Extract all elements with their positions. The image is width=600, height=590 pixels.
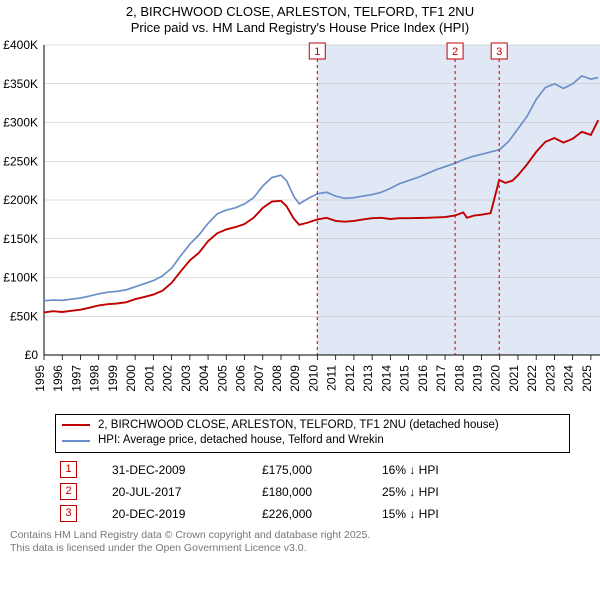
license-footer: Contains HM Land Registry data © Crown c… (10, 529, 590, 555)
svg-text:2010: 2010 (306, 364, 320, 391)
svg-text:1997: 1997 (69, 364, 83, 391)
legend-row-price-paid: 2, BIRCHWOOD CLOSE, ARLESTON, TELFORD, T… (62, 418, 563, 434)
svg-text:2015: 2015 (398, 364, 412, 391)
svg-text:2013: 2013 (361, 364, 375, 391)
marker-delta-3: 15% ↓ HPI (382, 507, 439, 521)
legend-row-hpi: HPI: Average price, detached house, Telf… (62, 433, 563, 449)
svg-text:2008: 2008 (270, 364, 284, 391)
legend-swatch-hpi (62, 440, 90, 442)
svg-text:3: 3 (496, 46, 502, 58)
marker-row-2: 2 20-JUL-2017 £180,000 25% ↓ HPI (60, 481, 600, 503)
marker-badge-2: 2 (60, 483, 77, 500)
legend-label-price-paid: 2, BIRCHWOOD CLOSE, ARLESTON, TELFORD, T… (98, 418, 499, 434)
svg-text:2014: 2014 (379, 364, 393, 391)
marker-badge-3: 3 (60, 505, 77, 522)
svg-text:2002: 2002 (161, 364, 175, 391)
svg-text:2019: 2019 (471, 364, 485, 391)
svg-text:1998: 1998 (88, 364, 102, 391)
svg-text:2023: 2023 (543, 364, 557, 391)
svg-text:2011: 2011 (325, 364, 339, 390)
svg-text:2005: 2005 (215, 364, 229, 391)
svg-text:2025: 2025 (580, 364, 594, 391)
svg-text:£100K: £100K (3, 270, 38, 284)
marker-delta-1: 16% ↓ HPI (382, 463, 439, 477)
marker-price-3: £226,000 (262, 507, 382, 521)
marker-table: 1 31-DEC-2009 £175,000 16% ↓ HPI 2 20-JU… (60, 459, 600, 525)
svg-text:2020: 2020 (489, 364, 503, 391)
chart-area: £0 £50K £100K £150K £200K £250K £300K £350K £400… (0, 37, 600, 410)
svg-text:2000: 2000 (124, 364, 138, 391)
svg-text:1999: 1999 (106, 364, 120, 391)
svg-text:2007: 2007 (252, 364, 266, 391)
marker-date-1: 31-DEC-2009 (112, 463, 262, 477)
svg-text:1996: 1996 (51, 364, 65, 391)
chart-legend: 2, BIRCHWOOD CLOSE, ARLESTON, TELFORD, T… (55, 414, 570, 453)
footer-line-1: Contains HM Land Registry data © Crown c… (10, 529, 590, 542)
marker-price-2: £180,000 (262, 485, 382, 499)
svg-text:£300K: £300K (3, 115, 38, 129)
svg-text:2003: 2003 (179, 364, 193, 391)
svg-text:£350K: £350K (3, 76, 38, 90)
svg-text:£0: £0 (25, 348, 39, 362)
page-root: 2, BIRCHWOOD CLOSE, ARLESTON, TELFORD, T… (0, 0, 600, 590)
svg-text:2012: 2012 (343, 364, 357, 391)
title-line-1: 2, BIRCHWOOD CLOSE, ARLESTON, TELFORD, T… (0, 4, 600, 20)
marker-row-3: 3 20-DEC-2019 £226,000 15% ↓ HPI (60, 503, 600, 525)
price-chart: £0 £50K £100K £150K £200K £250K £300K £350K £400… (0, 37, 600, 407)
legend-swatch-price-paid (62, 424, 90, 426)
svg-text:2022: 2022 (525, 364, 539, 391)
svg-text:1995: 1995 (33, 364, 47, 391)
svg-text:1: 1 (314, 46, 320, 58)
svg-text:£150K: £150K (3, 231, 38, 245)
marker-date-3: 20-DEC-2019 (112, 507, 262, 521)
svg-text:£400K: £400K (3, 38, 38, 52)
svg-text:2006: 2006 (234, 364, 248, 391)
marker-date-2: 20-JUL-2017 (112, 485, 262, 499)
svg-text:2021: 2021 (507, 364, 521, 391)
footer-line-2: This data is licensed under the Open Gov… (10, 542, 590, 555)
chart-titles: 2, BIRCHWOOD CLOSE, ARLESTON, TELFORD, T… (0, 0, 600, 37)
svg-text:2017: 2017 (434, 364, 448, 391)
svg-text:2001: 2001 (142, 364, 156, 391)
marker-badge-1: 1 (60, 461, 77, 478)
svg-text:2004: 2004 (197, 364, 211, 391)
svg-text:2: 2 (452, 46, 458, 58)
marker-delta-2: 25% ↓ HPI (382, 485, 439, 499)
svg-text:£200K: £200K (3, 193, 38, 207)
svg-text:2016: 2016 (416, 364, 430, 391)
marker-row-1: 1 31-DEC-2009 £175,000 16% ↓ HPI (60, 459, 600, 481)
svg-text:£250K: £250K (3, 154, 38, 168)
svg-text:£50K: £50K (10, 309, 38, 323)
svg-text:2018: 2018 (452, 364, 466, 391)
legend-label-hpi: HPI: Average price, detached house, Telf… (98, 433, 384, 449)
title-line-2: Price paid vs. HM Land Registry's House … (0, 20, 600, 36)
marker-price-1: £175,000 (262, 463, 382, 477)
svg-text:2009: 2009 (288, 364, 302, 391)
svg-text:2024: 2024 (562, 364, 576, 391)
